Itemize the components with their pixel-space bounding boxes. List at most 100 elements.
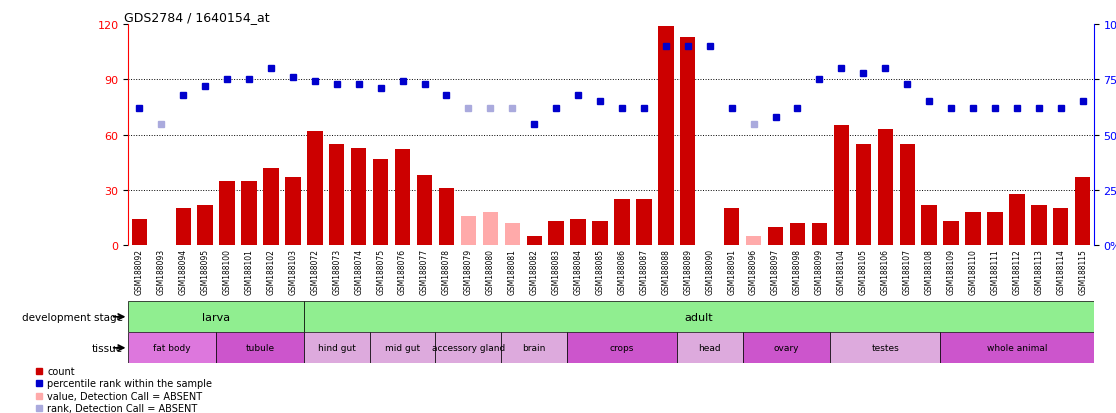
Bar	[570, 220, 586, 246]
Text: GSM188076: GSM188076	[398, 249, 407, 294]
Text: GSM188080: GSM188080	[485, 249, 494, 294]
Bar	[1075, 178, 1090, 246]
Text: GSM188090: GSM188090	[705, 249, 714, 294]
Bar	[198, 205, 213, 246]
Text: GSM188111: GSM188111	[991, 249, 1000, 294]
Text: GSM188078: GSM188078	[442, 249, 451, 294]
Text: GDS2784 / 1640154_at: GDS2784 / 1640154_at	[124, 11, 269, 24]
Bar	[899, 145, 915, 246]
Text: GSM188079: GSM188079	[464, 249, 473, 294]
Text: GSM188097: GSM188097	[771, 249, 780, 294]
Text: GSM188081: GSM188081	[508, 249, 517, 294]
Bar	[304, 332, 369, 363]
Bar	[834, 126, 849, 246]
Bar	[636, 200, 652, 246]
Bar	[658, 26, 674, 246]
Text: GSM188112: GSM188112	[1012, 249, 1021, 294]
Text: GSM188110: GSM188110	[969, 249, 978, 294]
Bar	[461, 216, 477, 246]
Bar	[286, 178, 300, 246]
Bar	[567, 332, 676, 363]
Text: GSM188099: GSM188099	[815, 249, 824, 294]
Text: head: head	[699, 344, 721, 352]
Text: GSM188072: GSM188072	[310, 249, 319, 294]
Bar	[128, 301, 304, 332]
Text: crops: crops	[609, 344, 634, 352]
Bar	[304, 301, 1094, 332]
Bar	[482, 213, 498, 246]
Text: GSM188086: GSM188086	[617, 249, 626, 294]
Text: GSM188077: GSM188077	[420, 249, 429, 294]
Text: GSM188093: GSM188093	[156, 249, 166, 294]
Bar	[241, 181, 257, 246]
Text: testes: testes	[872, 344, 899, 352]
Text: GSM188109: GSM188109	[946, 249, 955, 294]
Bar	[811, 224, 827, 246]
Bar	[504, 224, 520, 246]
Text: GSM188107: GSM188107	[903, 249, 912, 294]
Bar	[132, 220, 147, 246]
Bar	[680, 38, 695, 246]
Bar	[724, 209, 740, 246]
Text: GSM188074: GSM188074	[354, 249, 363, 294]
Text: GSM188101: GSM188101	[244, 249, 253, 294]
Text: GSM188108: GSM188108	[925, 249, 934, 294]
Text: ovary: ovary	[773, 344, 799, 352]
Text: GSM188088: GSM188088	[662, 249, 671, 294]
Bar	[856, 145, 870, 246]
Text: percentile rank within the sample: percentile rank within the sample	[47, 378, 212, 388]
Bar	[329, 145, 345, 246]
Text: GSM188096: GSM188096	[749, 249, 758, 294]
Text: GSM188095: GSM188095	[201, 249, 210, 294]
Text: GSM188105: GSM188105	[859, 249, 868, 294]
Text: GSM188082: GSM188082	[530, 249, 539, 294]
Text: hind gut: hind gut	[318, 344, 356, 352]
Bar	[175, 209, 191, 246]
Bar	[307, 132, 323, 246]
Text: GSM188104: GSM188104	[837, 249, 846, 294]
Bar	[830, 332, 940, 363]
Text: mid gut: mid gut	[385, 344, 420, 352]
Text: GSM188106: GSM188106	[881, 249, 889, 294]
Text: GSM188087: GSM188087	[639, 249, 648, 294]
Bar	[373, 159, 388, 246]
Text: GSM188091: GSM188091	[728, 249, 737, 294]
Bar	[439, 189, 454, 246]
Bar	[745, 237, 761, 246]
Bar	[501, 332, 567, 363]
Bar	[548, 222, 564, 246]
Text: GSM188089: GSM188089	[683, 249, 692, 294]
Bar	[940, 332, 1094, 363]
Bar	[395, 150, 411, 246]
Bar	[877, 130, 893, 246]
Text: development stage: development stage	[21, 312, 123, 322]
Text: GSM188084: GSM188084	[574, 249, 583, 294]
Bar	[676, 332, 742, 363]
Text: tissue: tissue	[92, 343, 123, 353]
Text: GSM188100: GSM188100	[222, 249, 231, 294]
Text: GSM188075: GSM188075	[376, 249, 385, 294]
Text: GSM188103: GSM188103	[288, 249, 297, 294]
Bar	[263, 169, 279, 246]
Bar	[369, 332, 435, 363]
Text: whole animal: whole animal	[987, 344, 1047, 352]
Text: GSM188073: GSM188073	[333, 249, 341, 294]
Bar	[922, 205, 936, 246]
Text: GSM188092: GSM188092	[135, 249, 144, 294]
Bar	[217, 332, 304, 363]
Bar	[742, 332, 830, 363]
Bar	[965, 213, 981, 246]
Bar	[768, 227, 783, 246]
Text: count: count	[47, 366, 75, 376]
Text: GSM188113: GSM188113	[1035, 249, 1043, 294]
Bar	[593, 222, 608, 246]
Text: GSM188114: GSM188114	[1056, 249, 1066, 294]
Bar	[943, 222, 959, 246]
Text: tubule: tubule	[246, 344, 275, 352]
Bar	[1009, 194, 1024, 246]
Bar	[614, 200, 629, 246]
Bar	[527, 237, 542, 246]
Text: GSM188115: GSM188115	[1078, 249, 1087, 294]
Text: brain: brain	[522, 344, 546, 352]
Bar	[435, 332, 501, 363]
